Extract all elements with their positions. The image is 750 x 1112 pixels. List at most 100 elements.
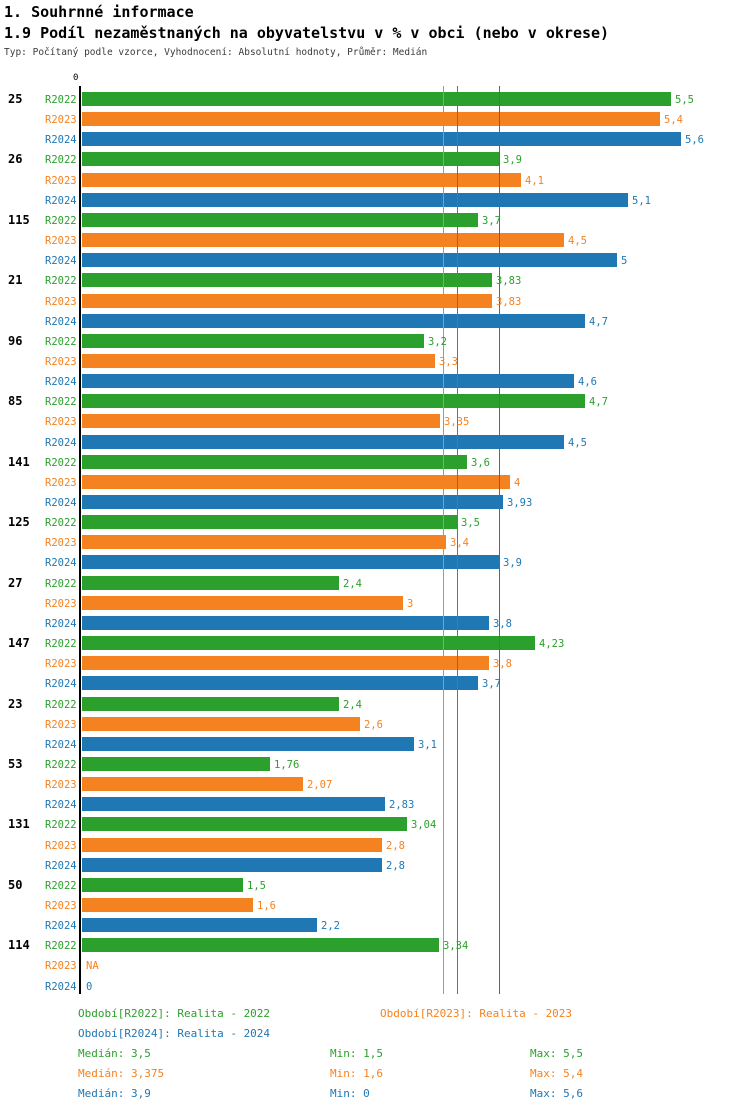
group-label: 27: [8, 575, 23, 590]
bar-r2023: [82, 414, 440, 429]
bar-r2024: [82, 736, 414, 751]
chart-row: 53 R2022 1,76: [0, 756, 750, 771]
chart-row: R2023 3,35: [0, 414, 750, 429]
stat-min-r2022: Min: 1,5: [330, 1047, 383, 1060]
chart-row: R2024 2,83: [0, 797, 750, 812]
chart-row: R2024 4,7: [0, 313, 750, 328]
series-row-label: R2023: [45, 235, 77, 247]
bar-value-label: 2,8: [386, 859, 405, 872]
bar-value-label: 3,7: [482, 214, 501, 227]
bar-r2024: [82, 797, 385, 812]
series-row-label: R2024: [45, 315, 77, 328]
chart-row: R2023 3: [0, 595, 750, 610]
series-row-label: R2022: [45, 698, 77, 711]
bar-r2022: [82, 394, 585, 409]
series-row-label: R2022: [45, 879, 77, 892]
chart-meta-line: Typ: Počítaný podle vzorce, Vyhodnocení:…: [4, 47, 428, 58]
series-row-label: R2022: [45, 940, 77, 953]
legend-item-r2023: Období[R2023]: Realita - 2023: [380, 1007, 573, 1020]
bar-r2024: [82, 313, 585, 328]
series-row-label: R2024: [45, 194, 77, 207]
series-row-label: R2022: [45, 335, 77, 348]
group-label: 53: [8, 756, 23, 771]
chart-row: R2023 2,07: [0, 777, 750, 792]
chart-row: R2024 4,5: [0, 434, 750, 449]
series-row-label: R2022: [45, 94, 77, 106]
series-row-label: R2024: [45, 980, 77, 993]
bar-value-label: 1,5: [247, 879, 266, 892]
bar-value-label: 3,8: [493, 658, 512, 671]
series-row-label: R2022: [45, 456, 77, 469]
chart-row: R2024 3,9: [0, 555, 750, 570]
bar-value-label: 5,4: [664, 114, 683, 127]
bar-r2022: [82, 212, 478, 227]
series-row-label: R2023: [45, 476, 77, 489]
bar-r2022: [82, 515, 457, 530]
series-row-label: R2023: [45, 355, 77, 368]
bar-r2023: [82, 716, 360, 731]
chart-row: R2024 3,7: [0, 676, 750, 691]
bar-r2022: [82, 333, 424, 348]
bar-value-label: 3: [407, 597, 414, 610]
bar-r2024: [82, 495, 503, 509]
bar-value-label: 2,4: [343, 698, 362, 711]
series-row-label: R2024: [45, 799, 77, 812]
chart-row: R2023 4,5: [0, 233, 750, 247]
bar-r2022: [82, 152, 499, 167]
group-label: 25: [8, 92, 23, 106]
bar-value-label: 4,23: [539, 638, 565, 650]
chart-row: R2023 3,4: [0, 535, 750, 550]
series-row-label: R2023: [45, 779, 77, 792]
bar-value-label: 1,6: [257, 900, 276, 912]
chart-row: R2024 2,2: [0, 918, 750, 933]
chart-row: R2023 4,1: [0, 172, 750, 187]
series-row-label: R2023: [45, 295, 77, 308]
bar-value-label: 3,34: [443, 940, 469, 953]
chart-row: R2023 1,6: [0, 898, 750, 912]
bar-value-label: NA: [86, 960, 99, 973]
bar-value-label: 2,83: [389, 799, 415, 812]
stat-median-r2022: Medián: 3,5: [78, 1047, 151, 1060]
stat-min-r2023: Min: 1,6: [330, 1067, 383, 1080]
chart-title: 1.9 Podíl nezaměstnaných na obyvatelstvu…: [4, 24, 610, 42]
chart-row: 23 R2022 2,4: [0, 696, 750, 711]
group-label: 50: [8, 877, 23, 892]
series-row-label: R2024: [45, 920, 77, 933]
series-row-label: R2023: [45, 839, 77, 852]
bar-value-label: 3,2: [428, 335, 447, 348]
bar-r2022: [82, 454, 467, 469]
group-label: 26: [8, 152, 23, 167]
axis-origin-label: 0: [73, 73, 79, 83]
series-row-label: R2022: [45, 396, 77, 409]
bar-value-label: 3,6: [471, 456, 490, 469]
y-axis-line: [79, 86, 81, 994]
group-label: 125: [8, 515, 30, 530]
bar-value-label: 3,3: [439, 355, 458, 368]
group-label: 131: [8, 817, 30, 832]
chart-row: R2023 3,83: [0, 293, 750, 308]
bar-r2024: [82, 676, 478, 691]
bar-r2023: [82, 112, 660, 127]
series-row-label: R2023: [45, 114, 77, 127]
bar-r2022: [82, 92, 671, 106]
stat-max-r2022: Max: 5,5: [530, 1047, 583, 1060]
bar-r2024: [82, 434, 564, 449]
chart-row: R2023 3,3: [0, 353, 750, 368]
bar-r2023: [82, 233, 564, 247]
bar-r2022: [82, 575, 339, 590]
bar-value-label: 2,07: [307, 779, 333, 792]
bar-value-label: 3,04: [411, 819, 437, 832]
bar-value-label: 4,7: [589, 396, 608, 409]
series-row-label: R2022: [45, 819, 77, 832]
series-row-label: R2022: [45, 758, 77, 771]
chart-row: 125 R2022 3,5: [0, 515, 750, 530]
chart-row: 114 R2022 3,34: [0, 938, 750, 953]
series-row-label: R2022: [45, 517, 77, 530]
bar-r2023: [82, 535, 446, 550]
bar-r2024: [82, 253, 617, 268]
bar-r2022: [82, 756, 270, 771]
bar-value-label: 3,5: [461, 517, 480, 530]
series-row-label: R2022: [45, 275, 77, 288]
bar-value-label: 3,7: [482, 678, 501, 691]
chart-row: 25 R2022 5,5: [0, 92, 750, 106]
